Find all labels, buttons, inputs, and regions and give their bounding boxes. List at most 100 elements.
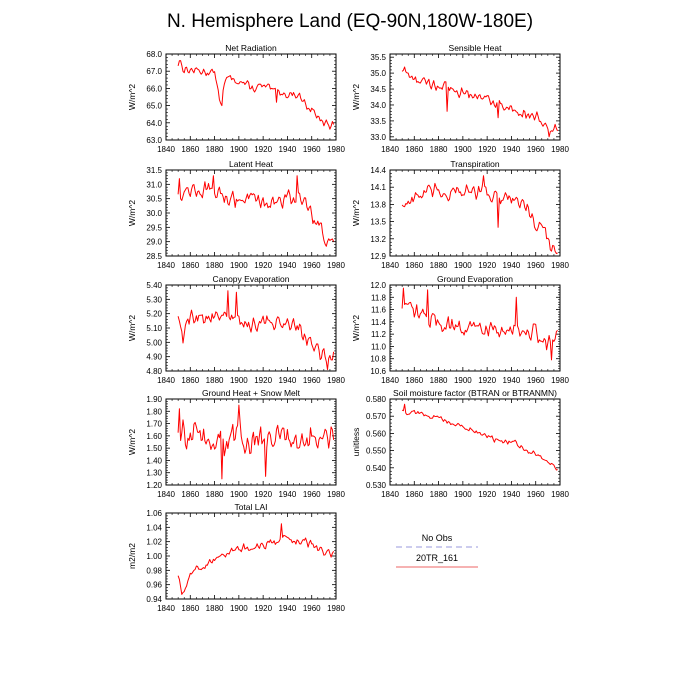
x-tick-label: 1980 [551, 145, 569, 154]
panel-title: Ground Evaporation [437, 274, 513, 284]
y-tick-label: 1.00 [146, 552, 162, 561]
x-tick-label: 1860 [405, 376, 423, 385]
series-line-20tr-161 [401, 287, 558, 361]
y-tick-label: 1.70 [146, 420, 162, 429]
y-tick-label: 10.8 [370, 355, 386, 364]
y-tick-label: 65.0 [146, 102, 162, 111]
x-tick-label: 1920 [254, 376, 272, 385]
x-tick-label: 1900 [454, 376, 472, 385]
panel-net-radiation: Net Radiation W/m^2 1840 1860 1880 1900 1920 19… [127, 43, 345, 154]
panel-title: Soil moisture factor (BTRAN or BTRANMN) [393, 388, 557, 398]
y-tick-label: 11.4 [371, 318, 387, 327]
y-tick-label: 33.5 [370, 117, 386, 126]
x-tick-label: 1900 [230, 261, 248, 270]
x-tick-label: 1960 [303, 145, 321, 154]
y-tick-label: 13.5 [370, 218, 386, 227]
x-tick-label: 1840 [381, 490, 399, 499]
y-tick-label: 29.0 [146, 238, 162, 247]
y-tick-label: 64.0 [146, 119, 162, 128]
panel-sensible-heat: Sensible Heat W/m^2 1840 1860 1880 1900 1920 19… [351, 43, 569, 154]
x-tick-label: 1920 [478, 145, 496, 154]
x-tick-label: 1900 [454, 145, 472, 154]
panel-total-lai: Total LAI m2/m2 1840 1860 1880 1900 1920 1940 19… [127, 502, 345, 613]
x-tick-label: 1960 [527, 145, 545, 154]
x-tick-label: 1960 [303, 604, 321, 613]
plot-frame [389, 53, 561, 141]
y-tick-label: 1.80 [146, 407, 162, 416]
x-tick-label: 1840 [157, 604, 175, 613]
y-tick-label: 11.2 [371, 330, 387, 339]
y-tick-label: 1.06 [146, 509, 162, 518]
panel-title: Canopy Evaporation [212, 274, 289, 284]
x-tick-label: 1920 [478, 261, 496, 270]
x-tick-label: 1940 [503, 376, 521, 385]
y-axis-label: W/m^2 [127, 200, 137, 226]
x-tick-label: 1920 [478, 490, 496, 499]
x-tick-label: 1960 [303, 261, 321, 270]
y-tick-label: 1.02 [146, 538, 162, 547]
plot-frame [389, 169, 561, 257]
series-line-20tr-161 [177, 60, 335, 130]
panel-soil-moisture-factor-btran-or-btranmn: Soil moisture factor (BTRAN or BTRANMN) u… [351, 388, 569, 499]
y-tick-label: 30.0 [146, 209, 162, 218]
series-line-20tr-161 [177, 175, 335, 247]
y-tick-label: 13.8 [370, 200, 386, 209]
y-tick-label: 29.5 [146, 223, 162, 232]
x-tick-label: 1980 [327, 376, 345, 385]
x-tick-label: 1900 [230, 490, 248, 499]
legend: No Obs 20TR_161 [396, 533, 478, 568]
x-tick-label: 1880 [206, 145, 224, 154]
panel-title: Net Radiation [225, 43, 277, 53]
y-tick-label: 4.80 [146, 367, 162, 376]
x-tick-label: 1980 [327, 604, 345, 613]
x-tick-label: 1860 [405, 261, 423, 270]
panel-transpiration: Transpiration W/m^2 1840 1860 1880 1900 1920 19… [351, 159, 569, 270]
x-tick-label: 1840 [381, 376, 399, 385]
y-axis-label: W/m^2 [127, 84, 137, 110]
x-tick-label: 1980 [327, 261, 345, 270]
x-tick-label: 1940 [279, 261, 297, 270]
panel-latent-heat: Latent Heat W/m^2 1840 1860 1880 1900 1920 1940… [127, 159, 345, 270]
x-tick-label: 1920 [254, 490, 272, 499]
y-tick-label: 11.8 [371, 293, 387, 302]
x-tick-label: 1880 [206, 604, 224, 613]
y-tick-label: 68.0 [146, 50, 162, 59]
x-tick-label: 1880 [430, 490, 448, 499]
y-tick-label: 5.40 [146, 281, 162, 290]
panel-title: Latent Heat [229, 159, 274, 169]
x-tick-label: 1920 [254, 145, 272, 154]
y-tick-label: 1.30 [146, 469, 162, 478]
y-tick-label: 11.6 [371, 306, 387, 315]
y-axis-label: W/m^2 [351, 84, 361, 110]
y-tick-label: 35.0 [370, 69, 386, 78]
x-tick-label: 1900 [230, 604, 248, 613]
y-tick-label: 0.94 [146, 595, 162, 604]
x-tick-label: 1960 [303, 490, 321, 499]
plot-frame [165, 169, 337, 257]
x-tick-label: 1980 [327, 490, 345, 499]
y-tick-label: 1.50 [146, 444, 162, 453]
plot-frame [165, 53, 337, 141]
x-tick-label: 1860 [181, 261, 199, 270]
x-tick-label: 1940 [279, 604, 297, 613]
y-tick-label: 5.20 [146, 310, 162, 319]
x-tick-label: 1900 [454, 261, 472, 270]
series-line-20tr-161 [177, 523, 335, 595]
y-tick-label: 63.0 [146, 136, 162, 145]
series-line-20tr-161 [401, 175, 558, 254]
panel-ground-heat-snow-melt: Ground Heat + Snow Melt W/m^2 1840 1860 1880… [127, 388, 345, 499]
y-axis-label: m2/m2 [127, 543, 137, 569]
y-tick-label: 4.90 [146, 353, 162, 362]
y-tick-label: 1.04 [146, 523, 162, 532]
panel-title: Total LAI [234, 502, 267, 512]
series-line-20tr-161 [177, 404, 335, 480]
plot-frame [165, 284, 337, 372]
y-tick-label: 31.5 [146, 166, 162, 175]
panel-canopy-evaporation: Canopy Evaporation W/m^2 1840 1860 1880 1900 1… [127, 274, 345, 385]
y-tick-label: 0.96 [146, 581, 162, 590]
panel-grid: Net Radiation W/m^2 1840 1860 1880 1900 1920 19… [127, 43, 569, 613]
x-tick-label: 1940 [279, 376, 297, 385]
x-tick-label: 1980 [551, 376, 569, 385]
x-tick-label: 1880 [430, 145, 448, 154]
